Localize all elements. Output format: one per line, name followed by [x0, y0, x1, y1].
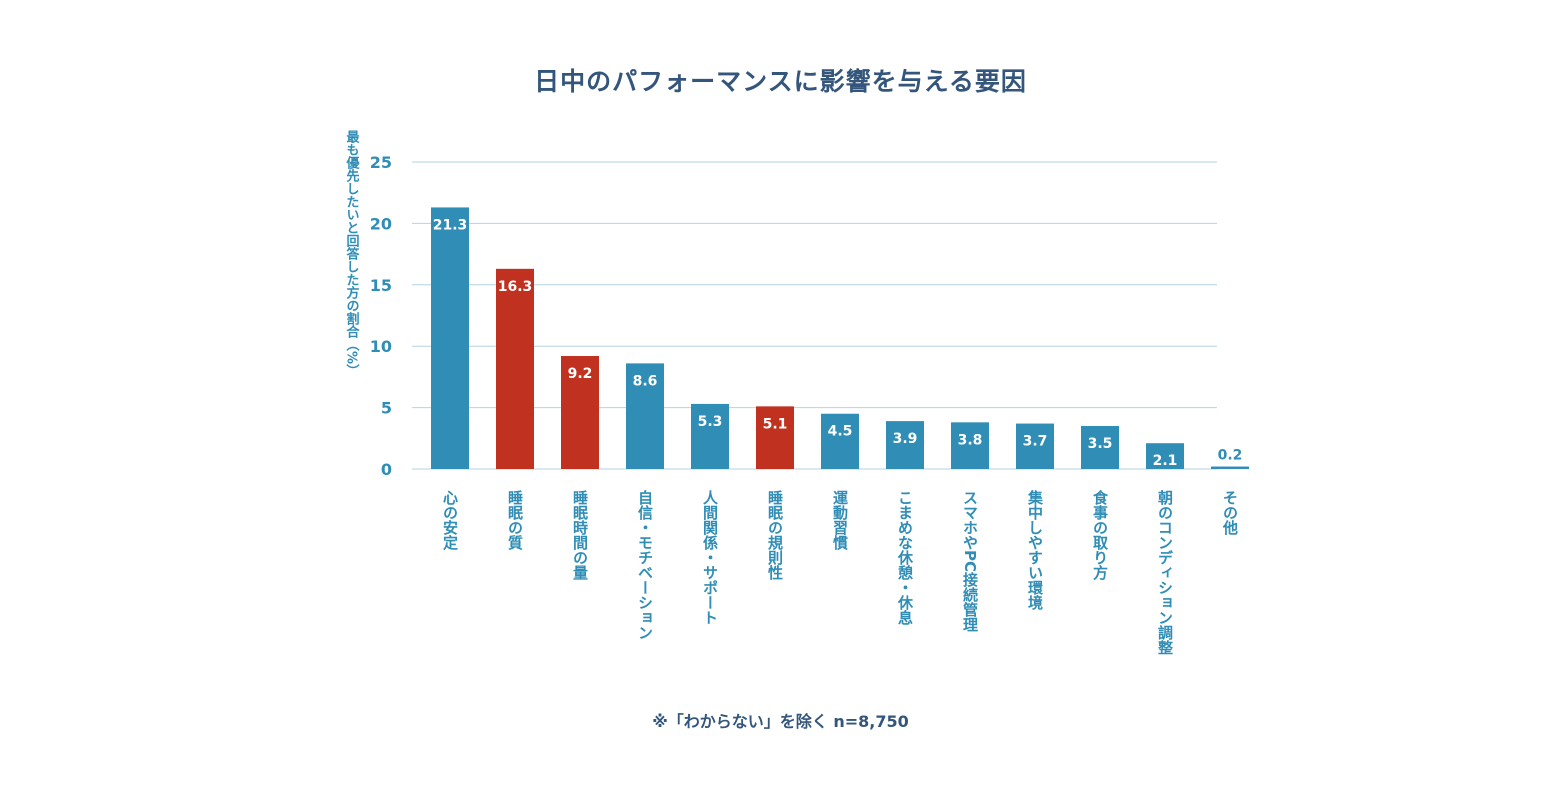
bar [1211, 466, 1249, 469]
footnote: ※「わからない」を除く n=8,750 [652, 712, 909, 731]
bar [626, 363, 664, 469]
bar [1081, 426, 1119, 469]
value-label: 16.3 [498, 279, 533, 295]
value-label: 9.2 [568, 366, 593, 382]
category-label: その他 [1221, 490, 1239, 536]
value-label: 5.3 [698, 414, 723, 430]
value-label: 4.5 [828, 424, 853, 440]
value-label: 3.7 [1023, 434, 1048, 450]
bar [431, 207, 469, 469]
bar [821, 413, 859, 469]
y-axis-label: 最も優先したいと回答した方の割合（%） [344, 130, 361, 377]
category-label: こまめな休憩・休息 [896, 490, 914, 626]
value-label: 8.6 [633, 373, 658, 389]
y-tick-label: 25 [370, 153, 392, 172]
value-label: 3.9 [893, 431, 918, 447]
category-label: 心の安定 [441, 490, 459, 551]
value-label: 5.1 [763, 416, 788, 432]
bars [431, 207, 1249, 469]
category-label: 睡眠の質 [506, 489, 524, 551]
category-label: 集中しやすい環境 [1026, 489, 1044, 611]
category-label: 運動習慣 [831, 490, 849, 551]
category-label: 自信・モチベーション [636, 489, 654, 640]
bar [1146, 443, 1184, 469]
y-tick-label: 20 [370, 214, 392, 233]
category-label: 食事の取り方 [1091, 489, 1109, 581]
value-labels: 21.3 16.3 9.2 8.6 5.3 5.1 4.5 3.9 3.8 3.7 3.5 2.1 0.… [433, 217, 1243, 469]
y-tick-label: 15 [370, 276, 392, 295]
y-tick-label: 5 [381, 399, 392, 418]
value-label: 21.3 [433, 217, 468, 233]
bar [951, 422, 989, 469]
gridlines [412, 161, 1217, 470]
value-label: 0.2 [1218, 448, 1243, 464]
bar [496, 268, 534, 469]
category-label: 朝のコンディション調整 [1156, 490, 1174, 655]
bar [756, 406, 794, 469]
value-label: 2.1 [1153, 453, 1178, 469]
y-axis-ticks: 0 5 10 15 20 25 [370, 153, 392, 479]
bar [561, 356, 599, 469]
category-label: 睡眠の規則性 [766, 489, 784, 581]
y-tick-label: 0 [381, 460, 392, 479]
category-label: スマホやPC接続管理 [961, 490, 979, 632]
category-label: 人間関係・サポート [701, 490, 719, 625]
category-labels: 心の安定 睡眠の質 睡眠時間の量 自信・モチベーション 人間関係・サポート 睡眠の規則性 運… [441, 489, 1239, 655]
value-label: 3.5 [1088, 436, 1113, 452]
bar [886, 421, 924, 469]
chart-title: 日中のパフォーマンスに影響を与える要因 [534, 67, 1027, 96]
y-axis-title: 最も優先したいと回答した方の割合（%） [344, 130, 361, 377]
y-tick-label: 10 [370, 337, 392, 356]
bar [691, 403, 729, 469]
category-label: 睡眠時間の量 [571, 489, 589, 580]
value-label: 3.8 [958, 432, 983, 448]
bar [1016, 423, 1054, 469]
